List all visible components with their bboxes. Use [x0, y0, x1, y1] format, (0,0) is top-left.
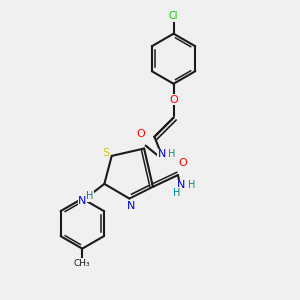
- Text: N: N: [78, 196, 86, 206]
- Text: H: H: [188, 180, 195, 190]
- Text: H: H: [173, 188, 180, 198]
- Text: N: N: [158, 149, 166, 159]
- Text: O: O: [137, 129, 146, 139]
- Text: N: N: [177, 180, 185, 190]
- Text: H: H: [168, 149, 176, 159]
- Text: H: H: [86, 191, 93, 201]
- Text: S: S: [102, 148, 110, 158]
- Text: Cl: Cl: [169, 11, 178, 21]
- Text: O: O: [169, 95, 178, 105]
- Text: N: N: [127, 201, 135, 211]
- Text: CH₃: CH₃: [74, 259, 91, 268]
- Text: O: O: [178, 158, 187, 168]
